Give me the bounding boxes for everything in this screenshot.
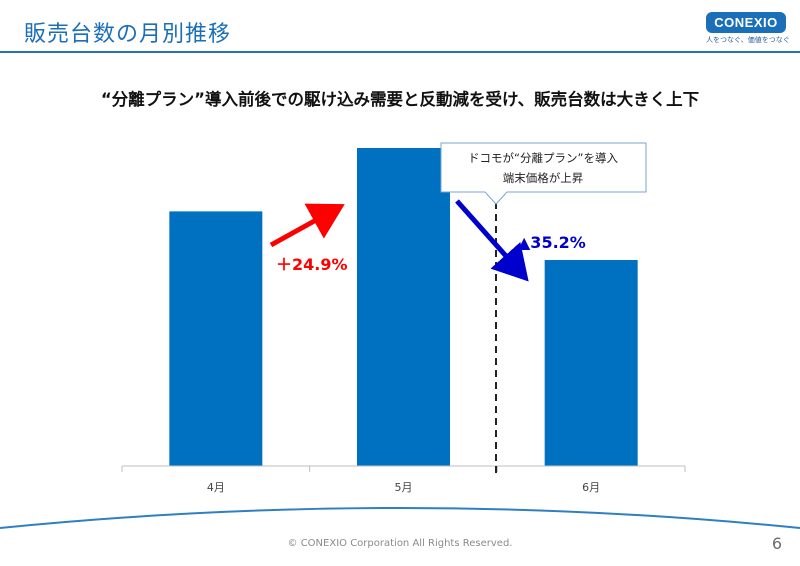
decrease-label: ▲35.2% [518,233,586,252]
logo-tagline: 人をつなぐ、価値をつなぐ [706,36,790,44]
x-tick-label: 4月 [207,481,225,494]
page-number: 6 [771,534,782,553]
x-tick-label: 6月 [582,481,600,494]
bar-1 [169,211,263,466]
company-logo: CONEXIO 人をつなぐ、価値をつなぐ [706,12,790,45]
bar-3 [544,260,638,466]
bar-2 [357,147,450,466]
increase-arrow [269,203,345,248]
title-divider [0,51,800,53]
increase-label: ＋24.9% [276,255,348,274]
logo-wordmark: CONEXIO [706,12,786,33]
callout-line-2: 端末価格が上昇 [503,171,584,185]
event-callout: ドコモが“分離プラン”を導入 端末価格が上昇 [440,142,647,205]
x-tick-label: 5月 [395,481,413,494]
x-tick-group [121,466,686,472]
slide-title: 販売台数の月別推移 [24,22,232,47]
decrease-arrow [455,199,529,282]
callout-line-1: ドコモが“分離プラン”を導入 [468,151,618,165]
copyright-text: © CONEXIO Corporation All Rights Reserve… [287,538,513,549]
footer-curve [0,507,800,529]
bar-group [169,147,638,466]
x-label-group: 4月 5月 6月 [207,481,600,494]
chart-headline: “分離プラン”導入前後での駆け込み需要と反動減を受け、販売台数は大きく上下 [100,90,700,109]
